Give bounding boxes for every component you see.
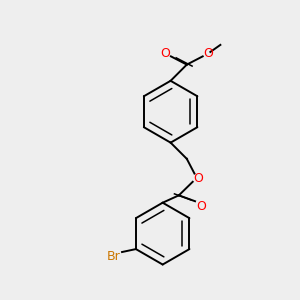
Text: O: O [196, 200, 206, 213]
Text: O: O [160, 47, 170, 60]
Text: O: O [194, 172, 203, 185]
Text: Br: Br [106, 250, 120, 263]
Text: O: O [204, 47, 214, 60]
